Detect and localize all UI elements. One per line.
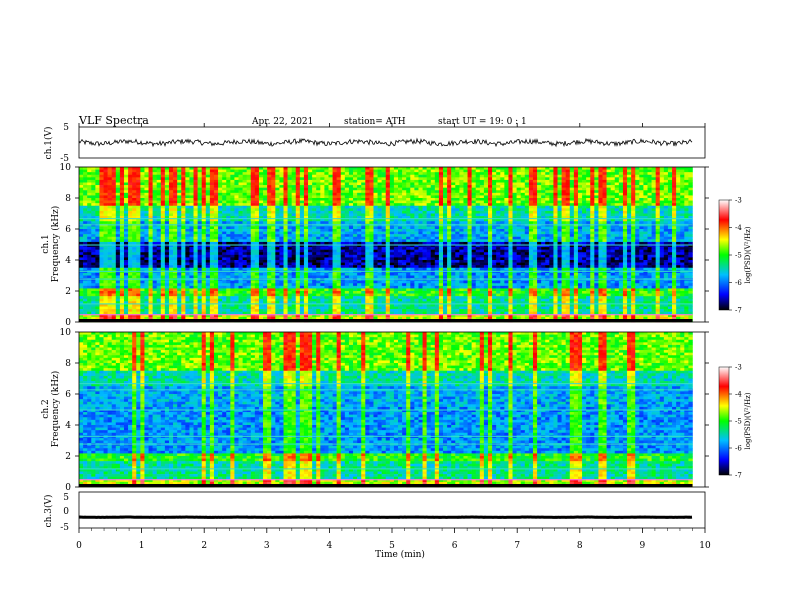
ch1-colorbar: -3 -4 -5 -6 -7 log(PSD)(V²/Hz) xyxy=(718,197,752,315)
ch2-spectrogram-ylabel: Frequency (kHz) xyxy=(50,371,61,448)
ch1-cb-tick--4: -4 xyxy=(735,224,742,232)
ch1-ytick-bottom: -5 xyxy=(60,154,69,164)
ch3-ytick-top: 5 xyxy=(63,493,69,503)
ch1-cb-tick--3: -3 xyxy=(735,197,742,205)
ch2-spectrogram-panel: 0 2 4 6 8 10 Frequency (kHz) ch.2 xyxy=(41,328,709,493)
ch1-ytick-top: 5 xyxy=(63,123,69,133)
ch1-spectrogram-image xyxy=(79,167,693,323)
ch1-spec-ytick-0: 0 xyxy=(65,318,71,328)
ch1-spec-ytick-8: 8 xyxy=(65,194,71,204)
ch2-cb-tick--6: -6 xyxy=(735,445,742,453)
ch2-colorbar-label: log(PSD)(V²/Hz) xyxy=(744,392,752,449)
ch1-waveform-ylabel: ch.1(V) xyxy=(43,127,54,160)
ch3-ytick-bottom: -5 xyxy=(60,523,69,533)
ch2-cb-tick--7: -7 xyxy=(735,472,742,480)
time-tick-7: 7 xyxy=(514,541,520,551)
ch1-spec-ytick-4: 4 xyxy=(65,256,71,266)
ch2-cb-tick--5: -5 xyxy=(735,418,742,426)
time-tick-4: 4 xyxy=(327,541,333,551)
time-tick-1: 1 xyxy=(139,541,145,551)
time-axis: 0 1 2 3 4 5 6 7 8 9 10 xyxy=(76,123,711,551)
ch2-channel-label: ch.2 xyxy=(41,399,51,418)
ch1-waveform-panel: 5 -5 ch.1(V) xyxy=(43,123,706,164)
ch1-cb-tick--6: -6 xyxy=(735,279,742,287)
ch1-spec-ytick-2: 2 xyxy=(65,287,71,297)
date-label: Apr. 22, 2021 xyxy=(251,117,313,127)
start-time-label: start UT = 19: 0 : 1 xyxy=(438,117,527,127)
ch2-cb-tick--3: -3 xyxy=(735,364,742,372)
time-tick-9: 9 xyxy=(640,541,646,551)
time-tick-5: 5 xyxy=(389,541,395,551)
ch2-spec-ytick-4: 4 xyxy=(65,421,71,431)
time-tick-2: 2 xyxy=(201,541,207,551)
time-tick-10: 10 xyxy=(699,541,711,551)
ch3-ytick-mid: 0 xyxy=(63,507,69,517)
time-tick-8: 8 xyxy=(577,541,583,551)
ch3-waveform-panel: 5 0 -5 ch.3(V) xyxy=(43,491,706,533)
ch1-cb-tick--7: -7 xyxy=(735,307,742,315)
ch1-spectrogram-panel: 0 2 4 6 8 10 Frequency (kHz) ch.1 xyxy=(41,163,709,328)
ch1-spec-ytick-10: 10 xyxy=(60,163,72,173)
ch1-spectrogram-ylabel: Frequency (kHz) xyxy=(50,206,61,283)
ch1-cb-tick--5: -5 xyxy=(735,252,742,260)
ch2-spec-ytick-2: 2 xyxy=(65,452,71,462)
ch1-waveform-line xyxy=(78,137,693,148)
time-tick-3: 3 xyxy=(264,541,270,551)
ch1-colorbar-label: log(PSD)(V²/Hz) xyxy=(744,226,752,283)
ch2-spec-ytick-0: 0 xyxy=(65,483,71,493)
ch3-waveform-ylabel: ch.3(V) xyxy=(43,495,54,528)
ch1-channel-label: ch.1 xyxy=(41,234,51,253)
ch2-colorbar: -3 -4 -5 -6 -7 log(PSD)(V²/Hz) xyxy=(718,364,752,480)
ch2-spec-ytick-6: 6 xyxy=(65,390,71,400)
station-label: station= ATH xyxy=(344,117,406,127)
ch2-spec-ytick-8: 8 xyxy=(65,359,71,369)
time-tick-0: 0 xyxy=(76,541,82,551)
ch2-spectrogram-image xyxy=(79,332,693,488)
ch2-cb-tick--4: -4 xyxy=(735,391,742,399)
ch2-spec-ytick-10: 10 xyxy=(60,328,72,338)
figure-title: VLF Spectra xyxy=(78,114,149,127)
time-axis-label: Time (min) xyxy=(375,549,425,560)
ch1-spec-ytick-6: 6 xyxy=(65,225,71,235)
time-tick-6: 6 xyxy=(452,541,458,551)
